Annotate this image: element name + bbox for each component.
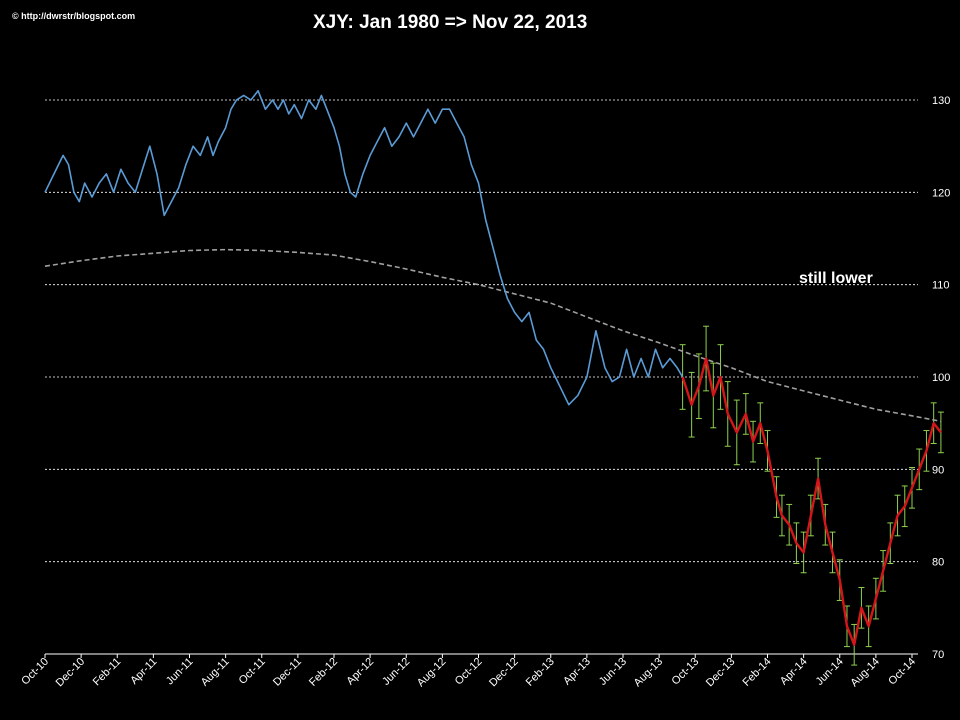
x-tick-label: Oct-10 — [19, 656, 51, 688]
y-tick-label: 70 — [932, 649, 944, 661]
x-tick-label: Jun-14 — [814, 656, 846, 688]
y-tick-label: 100 — [932, 372, 950, 384]
x-tick-label: Oct-12 — [453, 656, 485, 688]
x-tick-label: Dec-11 — [271, 656, 304, 689]
series-trend-line — [44, 248, 942, 423]
x-tick-label: Aug-14 — [848, 656, 882, 690]
y-tick-label: 110 — [932, 280, 950, 292]
x-tick-label: Feb-12 — [307, 656, 340, 689]
x-tick-label: Oct-11 — [237, 656, 268, 687]
x-tick-label: Aug-13 — [632, 656, 666, 690]
copyright-text: © http://dwrstr/blogspot.com — [12, 11, 136, 21]
x-tick-label: Jun-11 — [164, 656, 196, 688]
x-tick-label: Oct-14 — [886, 656, 918, 688]
x-tick-label: Dec-12 — [487, 656, 521, 690]
x-tick-label: Jun-12 — [380, 656, 412, 688]
x-tick-label: Dec-13 — [704, 656, 738, 690]
x-tick-label: Apr-11 — [128, 656, 159, 687]
y-tick-label: 90 — [932, 464, 944, 476]
y-tick-label: 80 — [932, 557, 944, 569]
y-tick-label: 120 — [932, 187, 950, 199]
x-tick-label: Oct-13 — [670, 656, 702, 688]
series-projection-line — [681, 357, 942, 646]
chart-title: XJY: Jan 1980 => Nov 22, 2013 — [313, 12, 588, 33]
x-tick-label: Feb-11 — [91, 656, 124, 689]
x-tick-label: Feb-14 — [740, 656, 773, 689]
x-tick-label: Aug-12 — [415, 656, 449, 690]
x-tick-label: Apr-12 — [344, 656, 376, 688]
x-tick-label: Dec-10 — [54, 656, 88, 690]
series-actual-line — [44, 90, 684, 406]
x-tick-label: Jun-13 — [597, 656, 629, 688]
x-tick-label: Apr-14 — [778, 656, 810, 688]
x-tick-label: Aug-11 — [199, 656, 232, 689]
annotation-still-lower: still lower — [799, 270, 873, 287]
y-tick-label: 130 — [932, 95, 950, 107]
x-tick-label: Feb-13 — [524, 656, 557, 689]
x-tick-label: Apr-13 — [561, 656, 593, 688]
